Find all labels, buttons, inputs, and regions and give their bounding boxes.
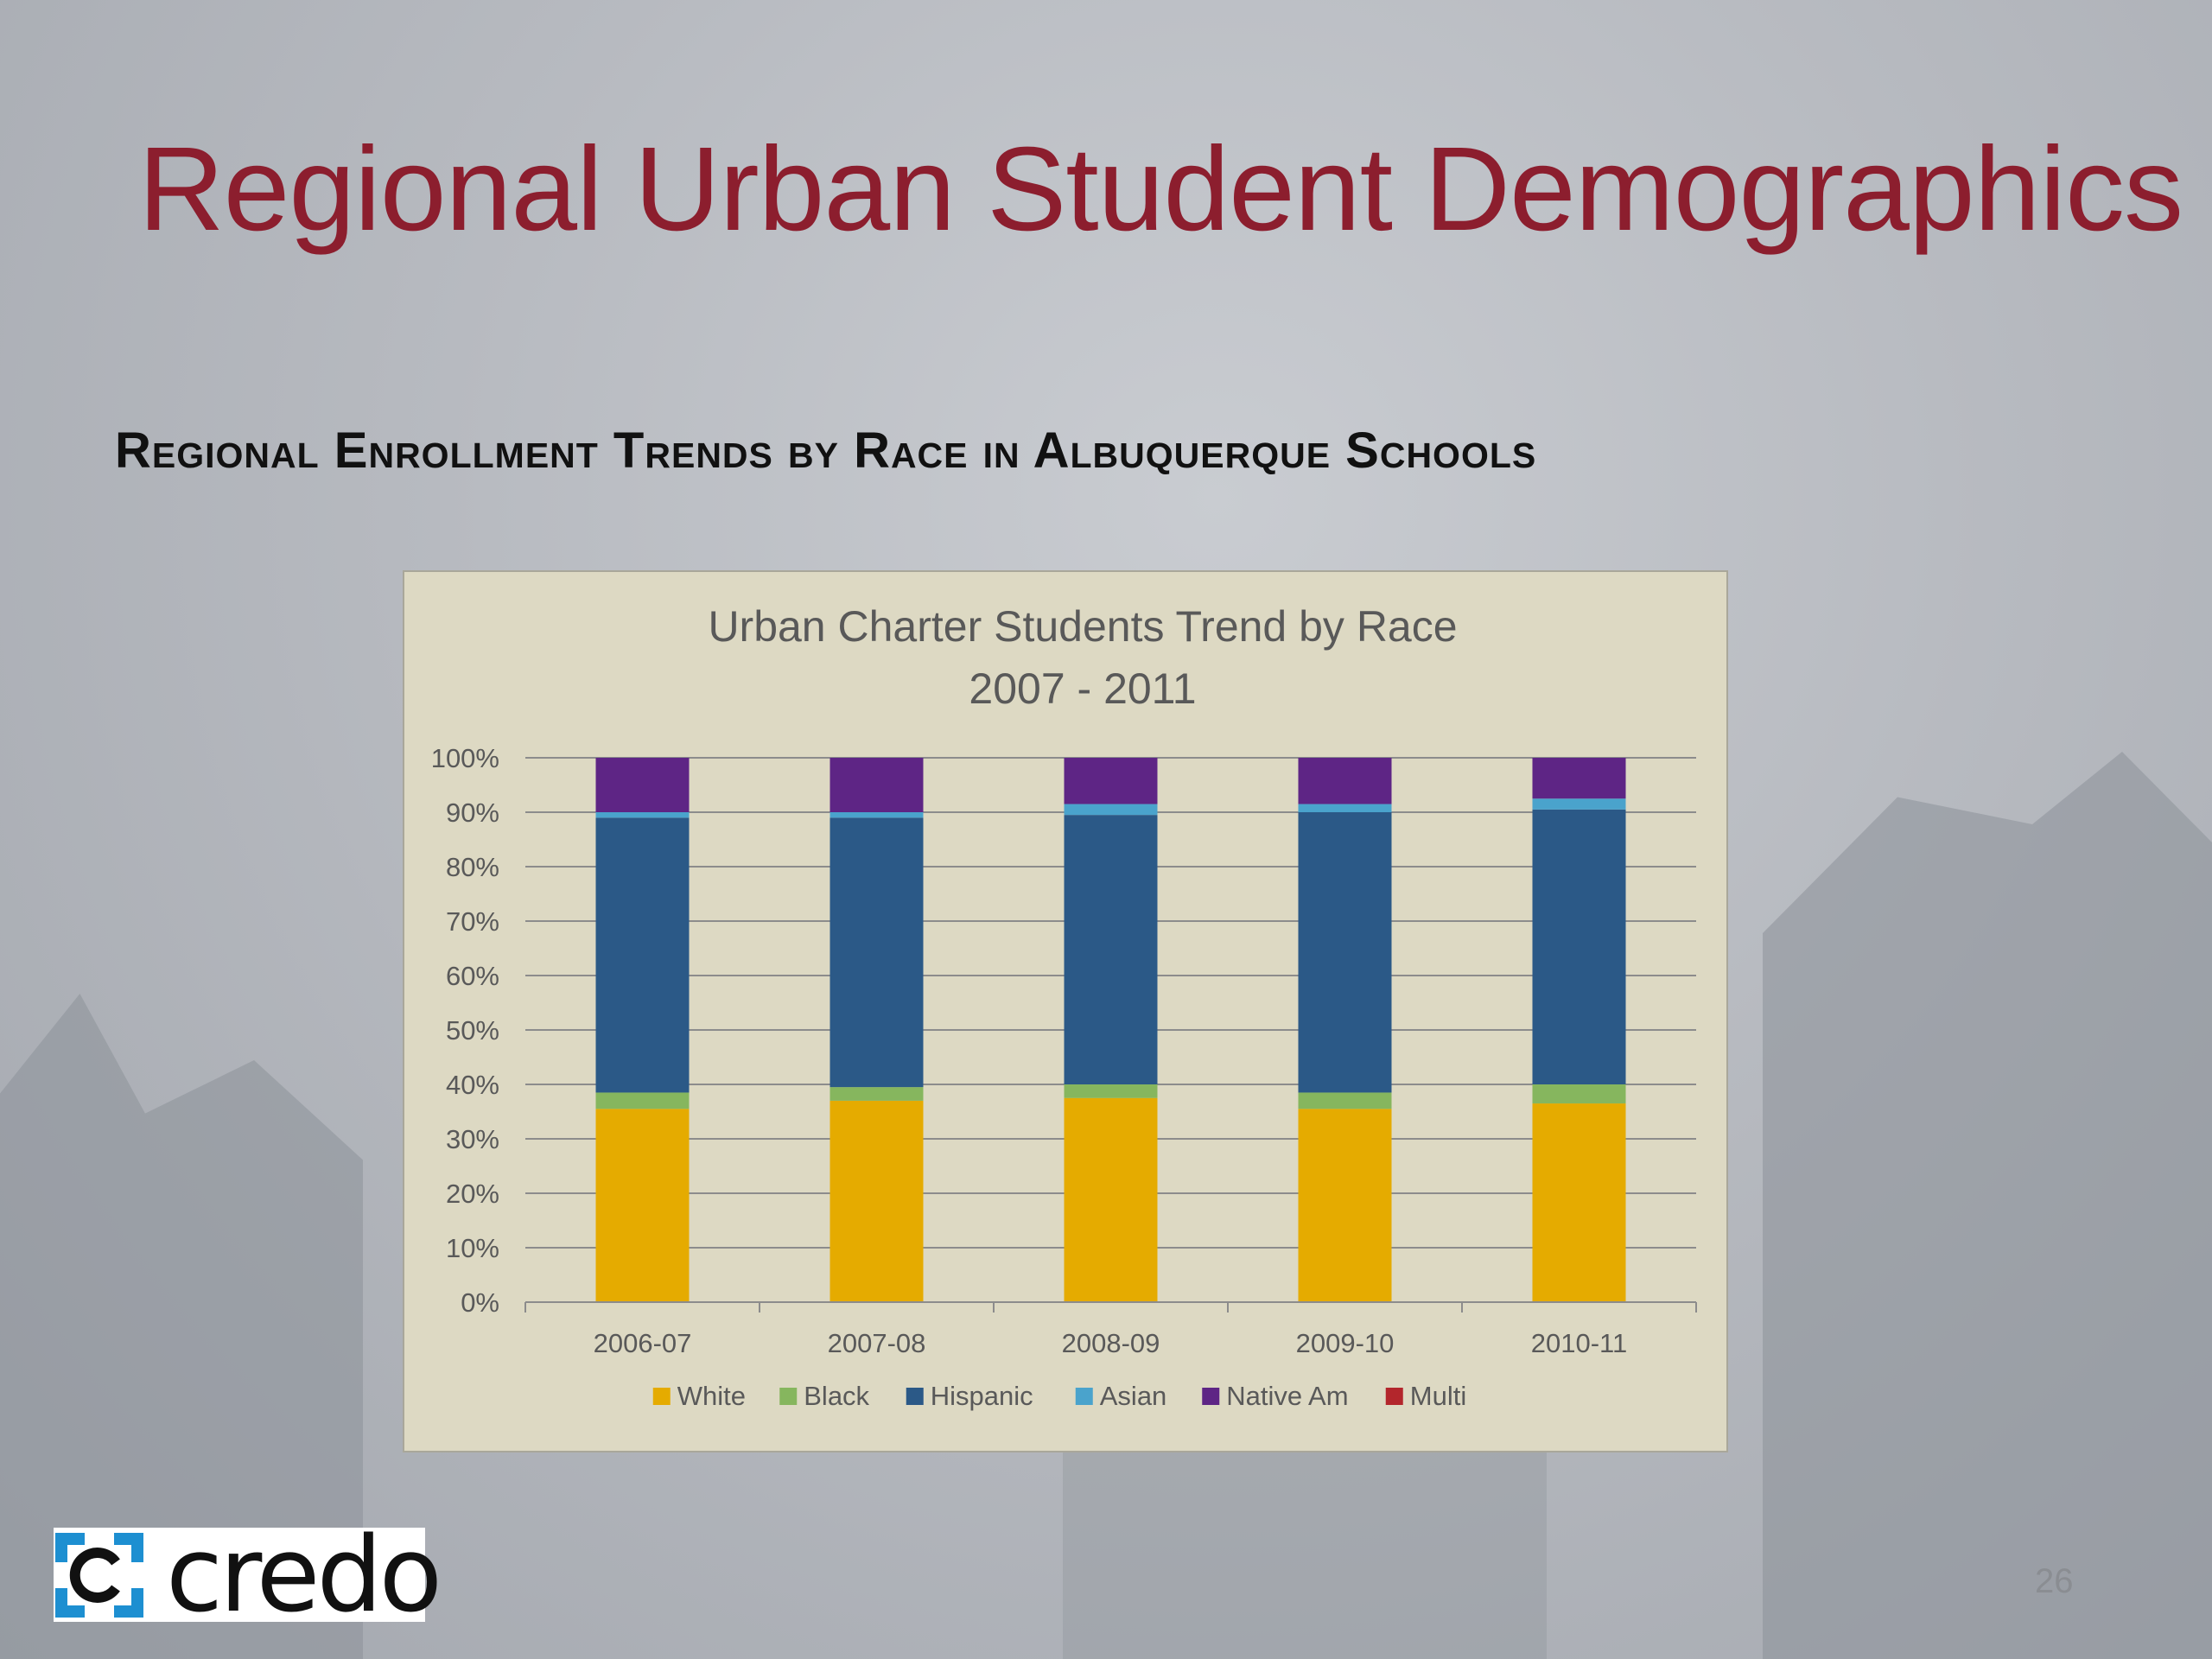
background-building-center <box>1063 1452 1547 1659</box>
y-tick-label: 20% <box>446 1179 499 1209</box>
x-tick-label: 2010-11 <box>1531 1328 1627 1358</box>
x-tick-label: 2006-07 <box>594 1328 692 1358</box>
legend-label: Hispanic <box>931 1381 1033 1411</box>
legend-label: Black <box>804 1381 869 1411</box>
y-tick-label: 60% <box>446 961 499 991</box>
bar-segment-white <box>595 1109 690 1302</box>
credo-logo: credo <box>54 1516 442 1636</box>
bar-segment-hispanic <box>1064 815 1158 1084</box>
y-tick-label: 40% <box>446 1070 499 1100</box>
y-tick-label: 90% <box>446 798 499 828</box>
bar-segment-asian <box>1064 804 1158 816</box>
y-tick-label: 10% <box>446 1233 499 1263</box>
y-axis: 0% 10% 20% 30% 40% 50% 60% 70% 80% 90% 100% <box>431 743 499 1318</box>
bar-segment-native-am <box>1532 758 1626 799</box>
bars <box>595 758 1626 1302</box>
legend-swatch <box>1075 1388 1093 1405</box>
slide-title: Regional Urban Student Demographics <box>138 123 2183 256</box>
y-tick-label: 80% <box>446 852 499 882</box>
legend-label: White <box>677 1381 746 1411</box>
bar-segment-white <box>1064 1097 1158 1302</box>
y-tick-label: 70% <box>446 906 499 937</box>
bar-segment-white <box>830 1100 924 1302</box>
bar-segment-white <box>1532 1103 1626 1302</box>
legend: White Black Hispanic Asian Native Am Multi <box>652 1381 1466 1411</box>
y-tick-label: 50% <box>446 1015 499 1046</box>
legend-swatch <box>906 1388 924 1405</box>
bar-segment-black <box>1532 1084 1626 1104</box>
bar-segment-asian <box>1532 798 1626 810</box>
legend-swatch <box>1385 1388 1403 1405</box>
legend-label: Multi <box>1410 1381 1466 1411</box>
bar-segment-native-am <box>1298 758 1392 804</box>
legend-swatch <box>652 1388 671 1405</box>
chart-subtitle: 2007 - 2011 <box>969 664 1196 713</box>
x-tick-label: 2009-10 <box>1296 1328 1395 1358</box>
page-number: 26 <box>2035 1562 2074 1600</box>
bar-segment-white <box>1298 1109 1392 1302</box>
x-axis: 2006-07 2007-08 2008-09 2009-10 2010-11 <box>524 1301 1697 1358</box>
bar-segment-black <box>1298 1092 1392 1109</box>
x-tick-label: 2007-08 <box>828 1328 926 1358</box>
bar-segment-asian <box>830 812 924 818</box>
bar-segment-hispanic <box>830 817 924 1088</box>
bar-segment-black <box>1064 1084 1158 1098</box>
bar-segment-asian <box>595 812 690 818</box>
bar-segment-native-am <box>595 758 690 812</box>
chart-title: Urban Charter Students Trend by Race <box>708 602 1457 651</box>
legend-label: Asian <box>1100 1381 1167 1411</box>
bar-segment-native-am <box>830 758 924 812</box>
x-tick-label: 2008-09 <box>1062 1328 1160 1358</box>
chart-container: Urban Charter Students Trend by Race 200… <box>403 570 1728 1452</box>
slide-subtitle: Regional Enrollment Trends by Race in Al… <box>115 423 1537 479</box>
stacked-bar-chart: Urban Charter Students Trend by Race 200… <box>431 602 1697 1411</box>
legend-swatch <box>1202 1388 1220 1405</box>
y-tick-label: 30% <box>446 1124 499 1154</box>
bar-segment-black <box>595 1092 690 1109</box>
legend-label: Native Am <box>1226 1381 1348 1411</box>
legend-swatch <box>779 1388 798 1405</box>
y-tick-label: 0% <box>461 1287 499 1318</box>
bar-segment-asian <box>1298 804 1392 812</box>
background-building-right <box>1763 752 2212 1659</box>
bar-segment-hispanic <box>595 817 690 1093</box>
bar-segment-black <box>830 1087 924 1101</box>
credo-logo-text: credo <box>166 1516 442 1636</box>
bar-segment-hispanic <box>1298 812 1392 1093</box>
y-tick-label: 100% <box>431 743 499 773</box>
credo-logo-icon <box>55 1533 143 1618</box>
bar-segment-hispanic <box>1532 809 1626 1084</box>
bar-segment-native-am <box>1064 758 1158 804</box>
